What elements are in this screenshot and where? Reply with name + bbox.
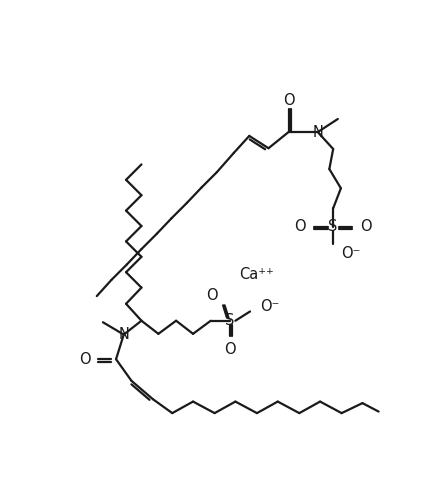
Text: O: O [360,219,371,234]
Text: S: S [225,313,234,328]
Text: O: O [78,352,90,367]
Text: N: N [118,327,129,342]
Text: O⁻: O⁻ [340,246,360,261]
Text: Ca⁺⁺: Ca⁺⁺ [238,267,273,282]
Text: O: O [206,288,218,303]
Text: O: O [283,93,294,108]
Text: O⁻: O⁻ [259,300,279,314]
Text: O: O [294,219,305,234]
Text: N: N [311,125,322,139]
Text: S: S [328,219,337,234]
Text: O: O [224,343,235,357]
